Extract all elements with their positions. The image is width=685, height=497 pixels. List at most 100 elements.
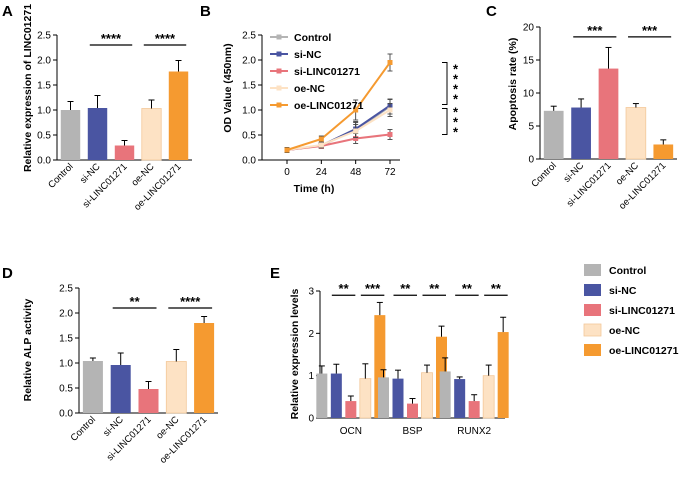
y-tick-label: 2.0 [242,56,256,67]
bar [330,373,342,418]
data-point [284,147,290,153]
y-axis-title: Relative expression levels [289,288,301,419]
y-axis-title: Relative expression of LINC01271 [22,4,34,172]
y-tick-label: 2 [308,329,314,340]
legend-label: oe-LINC01271 [609,345,679,357]
significance-label: **** [101,31,122,46]
legend-swatch [584,344,601,356]
significance-bracket [442,108,448,135]
data-point [387,107,393,113]
series-line [286,61,391,151]
x-tick-label: 24 [316,167,328,178]
significance-label: * [453,105,459,120]
bar [138,389,159,413]
legend-label: si-NC [294,49,322,61]
y-tick-label: 5 [528,122,534,133]
significance-label: ** [429,281,440,296]
y-tick-label: 0 [308,414,314,425]
series-line [286,109,391,151]
bar [141,108,162,161]
y-tick-label: 0.5 [59,384,73,395]
bar [316,373,328,418]
data-point [387,132,393,137]
significance-label: ** [130,294,141,309]
x-tick-label: 48 [350,167,362,178]
bar [454,379,466,418]
bar [421,372,433,419]
legend-label: oe-NC [294,83,325,95]
significance-label: **** [180,294,201,309]
legend-swatch [584,304,601,316]
x-tick-label: 72 [384,167,396,178]
bar [82,361,103,413]
x-tick-label: si-NC [101,414,126,439]
significance-label: * [453,125,459,140]
y-tick-label: 0.0 [37,156,51,167]
legend-marker [276,68,282,74]
significance-label: ** [462,281,473,296]
bar [497,332,509,418]
y-tick-label: 1.0 [242,106,256,117]
significance-label: *** [365,281,381,296]
data-point [353,136,359,141]
y-axis-title: OD Value (450nm) [222,43,234,132]
y-tick-label: 0 [528,155,534,166]
panel-letter: C [486,3,497,20]
bar [60,110,81,160]
bar [374,315,386,418]
bar [165,361,187,414]
bar [345,401,357,418]
y-tick-label: 3 [308,287,314,298]
bar [543,110,564,159]
x-tick-label: BSP [402,426,422,437]
bar [407,403,418,418]
bar [571,107,591,159]
y-tick-label: 10 [523,89,535,100]
panel-letter: E [270,265,280,282]
y-axis-title: Relative ALP activity [22,298,34,401]
bar [87,108,108,160]
significance-label: ** [339,281,350,296]
y-tick-label: 1.5 [37,81,51,92]
y-tick-label: 0.0 [59,409,73,420]
x-tick-label: RUNX2 [457,426,491,437]
series-line [286,105,391,151]
y-tick-label: 15 [523,56,535,67]
y-tick-label: 1.5 [242,81,256,92]
x-tick-label: si-NC [562,160,587,185]
bar [114,145,135,160]
y-tick-label: 20 [523,23,535,34]
significance-label: * [453,115,459,130]
bar [392,378,404,418]
data-point [318,142,324,148]
bar [378,377,389,418]
y-tick-label: 2.5 [59,284,73,295]
significance-bracket [442,62,448,105]
y-tick-label: 1 [308,371,314,382]
legend-label: oe-NC [609,325,640,337]
y-tick-label: 2.5 [242,31,256,42]
legend-swatch [583,323,602,337]
significance-label: * [453,62,459,77]
significance-label: ** [491,281,502,296]
x-axis-title: Time (h) [294,183,335,195]
bar [482,375,495,419]
significance-label: *** [587,23,603,38]
y-tick-label: 2.5 [37,31,51,42]
panel-letter: D [2,265,13,282]
bar [110,365,131,413]
bar [439,371,451,418]
y-tick-label: 1.0 [37,106,51,117]
legend-label: oe-LINC01271 [294,100,364,112]
panel-letter: B [200,3,211,20]
legend-label: Control [294,32,331,44]
x-tick-label: OCN [340,426,362,437]
legend-marker [276,85,282,91]
bar [468,401,480,418]
data-point [387,60,393,65]
bar [598,68,619,159]
y-tick-label: 2.0 [37,56,51,67]
legend-marker [276,51,282,57]
x-tick-label: Control [69,414,98,443]
